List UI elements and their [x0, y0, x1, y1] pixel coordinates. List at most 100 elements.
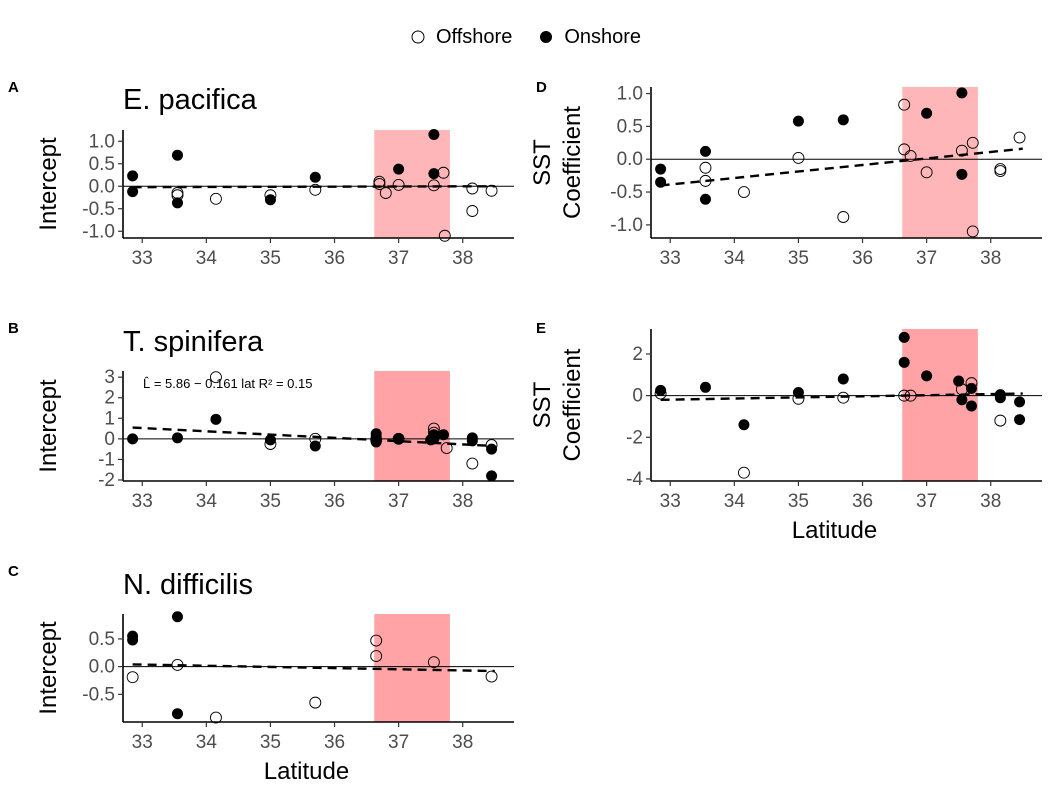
offshore-point — [392, 178, 405, 191]
offshore-point — [966, 225, 979, 238]
y-tick-label: 0.5 — [617, 116, 643, 137]
x-tick-label: 38 — [452, 491, 473, 512]
x-tick-label: 35 — [260, 732, 281, 753]
offshore-point — [904, 149, 917, 162]
offshore-point — [171, 189, 184, 202]
x-tick-label: 38 — [452, 248, 473, 269]
panel-letter: A — [8, 79, 19, 96]
x-tick-label: 38 — [452, 732, 473, 753]
offshore-point — [309, 183, 322, 196]
legend-onshore-label: Onshore — [564, 25, 642, 48]
onshore-point — [898, 356, 910, 368]
onshore-point — [428, 129, 440, 140]
offshore-point — [898, 98, 911, 111]
x-tick-label: 34 — [196, 248, 218, 269]
highlight-band — [902, 87, 978, 238]
onshore-point — [309, 171, 321, 183]
panel-letter: B — [8, 320, 19, 337]
onshore-point — [127, 186, 139, 198]
highlight-band — [902, 329, 978, 481]
offshore-point — [466, 182, 479, 195]
offshore-point — [264, 438, 277, 450]
y-axis-label: Intercept — [35, 621, 62, 715]
offshore-point — [440, 442, 453, 455]
onshore-point — [699, 145, 711, 157]
onshore-point — [655, 163, 667, 175]
onshore-point — [956, 394, 968, 406]
y-axis-label: Intercept — [35, 379, 62, 473]
offshore-point — [370, 634, 383, 647]
x-tick-label: 34 — [196, 732, 218, 753]
y-tick-label: 1.0 — [617, 84, 643, 105]
x-tick-label: 33 — [660, 491, 681, 512]
highlight-band — [374, 130, 450, 238]
y-tick-label: 2 — [104, 388, 115, 409]
x-tick-label: 33 — [132, 248, 153, 269]
x-tick-label: 37 — [916, 491, 937, 512]
offshore-point — [737, 186, 750, 198]
onshore-point — [171, 708, 183, 720]
offshore-point — [898, 389, 911, 402]
x-tick-label: 36 — [324, 732, 345, 753]
panel-c: C N. difficilis Intercept -0.5 0.0 0.5 33 34 35 3… — [8, 563, 514, 785]
x-tick-label: 36 — [324, 248, 345, 269]
fit-line — [132, 426, 495, 448]
panel-letter: E — [536, 320, 546, 337]
fit-line — [660, 392, 1023, 401]
offshore-point — [699, 161, 712, 174]
panel-letter: C — [8, 563, 19, 580]
onshore-point — [898, 331, 910, 343]
offshore-point — [466, 457, 479, 470]
x-axis-label: Latitude — [264, 758, 349, 785]
fit-line — [132, 185, 495, 189]
onshore-point — [264, 194, 276, 206]
y-tick-label: 1.0 — [89, 131, 115, 152]
offshore-point — [994, 165, 1007, 177]
highlight-band — [374, 614, 450, 722]
legend-offshore-marker — [411, 30, 425, 44]
fit-line — [660, 147, 1023, 187]
offshore-point — [485, 184, 498, 197]
offshore-point — [966, 136, 979, 149]
offshore-point — [955, 144, 968, 157]
x-tick-label: 35 — [260, 491, 281, 512]
y-tick-label: -1 — [98, 449, 115, 470]
onshore-point — [127, 170, 139, 182]
y-tick-label: 2 — [632, 344, 643, 365]
y-axis-label-line: SST — [529, 139, 556, 186]
x-tick-label: 36 — [852, 248, 873, 269]
y-tick-label: -0.5 — [610, 182, 643, 203]
x-tick-label: 34 — [724, 248, 746, 269]
onshore-point — [837, 114, 849, 126]
y-axis-label: Intercept — [35, 137, 62, 231]
legend-offshore-label: Offshore — [436, 25, 513, 48]
onshore-point — [428, 168, 440, 180]
y-tick-label: 0.0 — [89, 657, 115, 678]
legend-onshore-marker — [540, 31, 553, 43]
x-tick-label: 36 — [324, 491, 345, 512]
offshore-point — [209, 192, 222, 205]
offshore-point — [370, 433, 383, 446]
y-tick-label: -2 — [626, 427, 643, 448]
onshore-point — [956, 168, 968, 180]
offshore-point — [994, 414, 1007, 427]
y-axis-label-line: Coefficient — [559, 106, 586, 219]
x-tick-label: 33 — [660, 248, 681, 269]
y-tick-label: 0.5 — [89, 154, 115, 175]
offshore-point — [485, 670, 498, 683]
x-tick-label: 35 — [260, 248, 281, 269]
onshore-point — [699, 193, 711, 205]
fit-line — [132, 663, 495, 673]
y-tick-label: 0.5 — [89, 629, 115, 650]
offshore-point — [309, 696, 322, 709]
y-tick-label: 3 — [104, 367, 115, 388]
onshore-point — [210, 413, 222, 425]
offshore-point — [737, 466, 750, 479]
offshore-point — [1013, 131, 1026, 144]
onshore-point — [171, 611, 183, 623]
offshore-point — [209, 711, 222, 724]
y-tick-label: -4 — [626, 469, 643, 490]
panel-title: T. spinifera — [123, 326, 264, 358]
offshore-point — [309, 432, 322, 445]
